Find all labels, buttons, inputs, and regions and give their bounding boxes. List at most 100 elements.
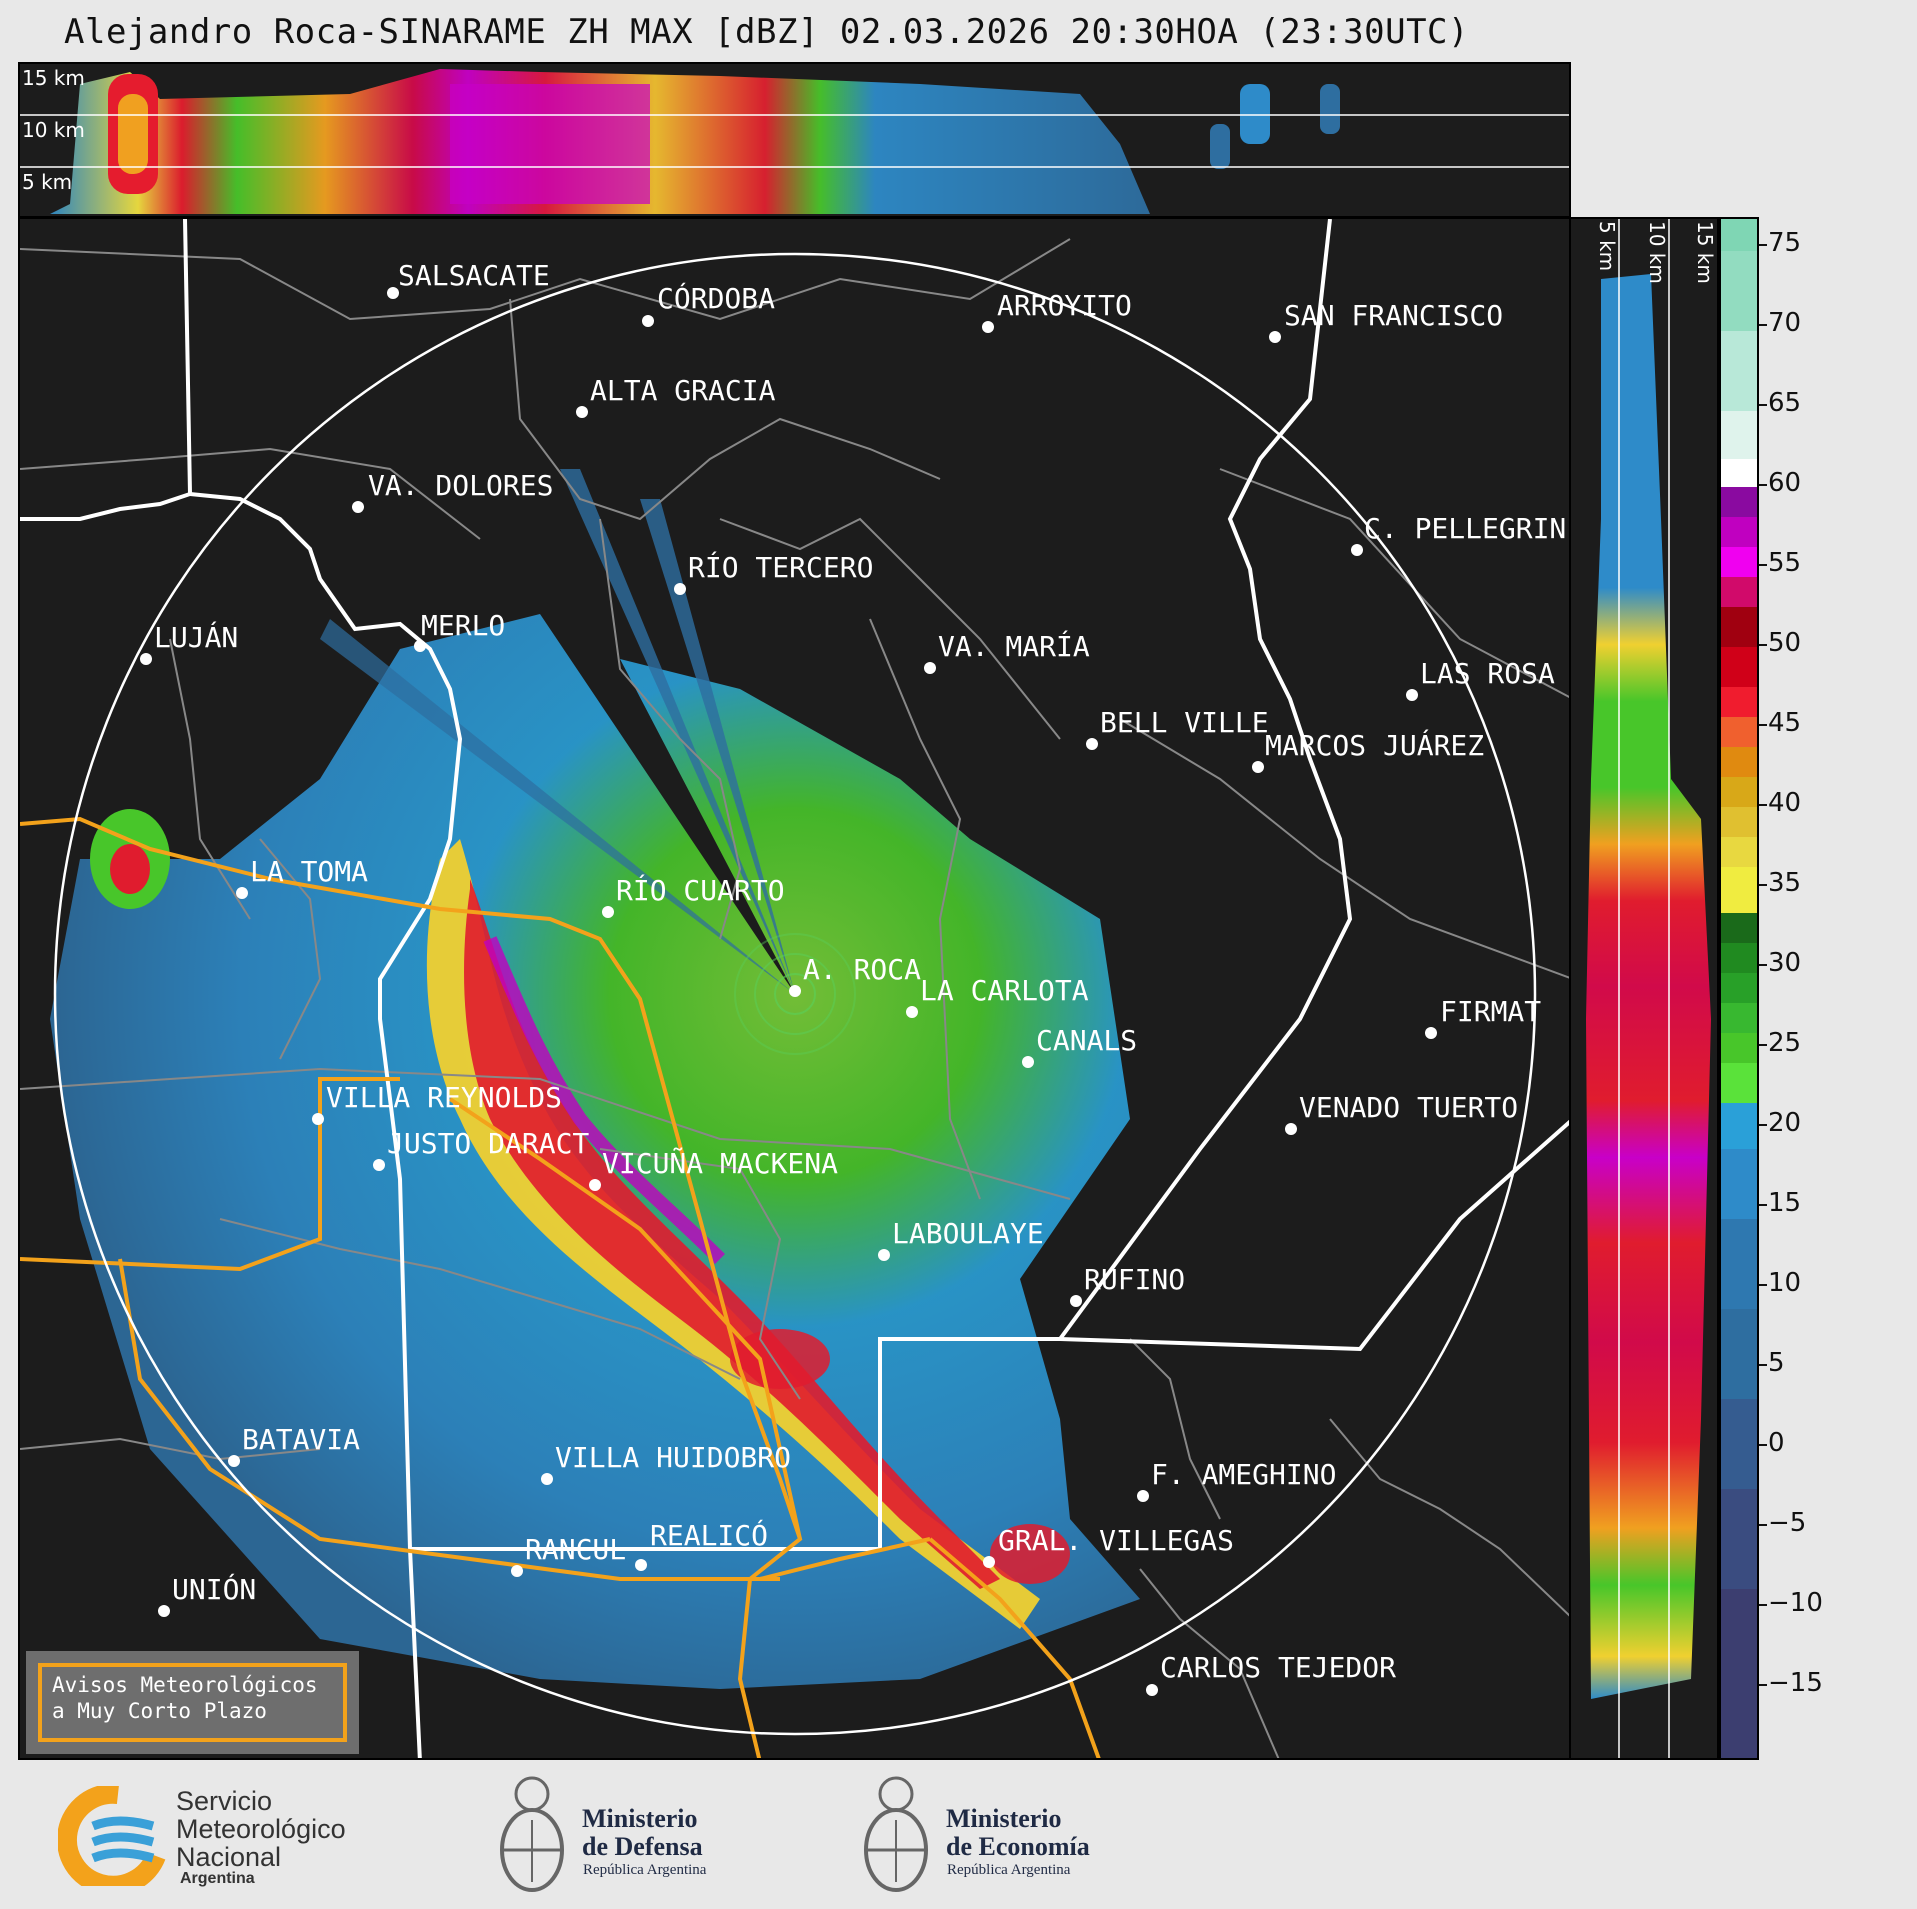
colorbar-tick-15: 15 — [1768, 1188, 1802, 1218]
top-height-label-10: 10 km — [22, 118, 85, 142]
department-borders — [20, 238, 1569, 1758]
smn-line-1: Servicio — [176, 1786, 273, 1816]
radar-map-panel[interactable]: SALSACATE CÓRDOBA ARROYITO SAN FRANCISCO… — [18, 217, 1571, 1760]
colorbar-swatches — [1721, 219, 1757, 1758]
national-coat-of-arms-icon — [864, 1776, 928, 1892]
city-dot[interactable] — [236, 887, 248, 899]
city-dot[interactable] — [158, 1605, 170, 1617]
city-dot[interactable] — [1146, 1684, 1158, 1696]
city-label-carlos-tejedor: CARLOS TEJEDOR — [1160, 1651, 1397, 1684]
province-boundaries — [20, 219, 1569, 1758]
city-dot[interactable] — [1425, 1027, 1437, 1039]
city-dot[interactable] — [576, 406, 588, 418]
city-dot[interactable] — [982, 321, 994, 333]
city-label-venado-tuerto: VENADO TUERTO — [1299, 1091, 1519, 1124]
city-dot[interactable] — [1285, 1123, 1297, 1135]
city-label-marcos-juarez: MARCOS JUÁREZ — [1265, 729, 1485, 762]
city-dot[interactable] — [602, 906, 614, 918]
radar-site-dot[interactable] — [789, 985, 801, 997]
city-dot[interactable] — [1269, 331, 1281, 343]
city-dot[interactable] — [228, 1455, 240, 1467]
city-label-bell-ville: BELL VILLE — [1100, 706, 1269, 739]
colorbar-tick-5: 5 — [1768, 1348, 1785, 1378]
city-dot[interactable] — [140, 653, 152, 665]
city-dot[interactable] — [541, 1473, 553, 1485]
top-height-profile-panel: 15 km 10 km 5 km — [18, 62, 1571, 218]
legend-line-1: Avisos Meteorológicos — [52, 1673, 318, 1697]
city-dot[interactable] — [312, 1113, 324, 1125]
city-label-villa-huidobro: VILLA HUIDOBRO — [555, 1441, 792, 1474]
radar-range-ring — [53, 252, 1537, 1736]
city-label-firmat: FIRMAT — [1440, 995, 1542, 1028]
colorbar-tick-50: 50 — [1768, 628, 1802, 658]
city-dot[interactable] — [642, 315, 654, 327]
side-profile-echoes — [1586, 219, 1711, 1758]
city-dot[interactable] — [1252, 761, 1264, 773]
city-dot[interactable] — [387, 287, 399, 299]
economia-line-1: Ministerio — [946, 1804, 1062, 1833]
city-label-rio-cuarto: RÍO CUARTO — [616, 874, 785, 907]
city-dot[interactable] — [352, 501, 364, 513]
city-dot[interactable] — [373, 1159, 385, 1171]
colorbar-tick-55: 55 — [1768, 548, 1802, 578]
city-label-rufino: RUFINO — [1084, 1263, 1186, 1296]
city-dot[interactable] — [674, 583, 686, 595]
city-label-c-pellegrini: C. PELLEGRINI — [1364, 512, 1571, 545]
city-label-vicuna-mackena: VICUÑA MACKENA — [602, 1147, 839, 1180]
defensa-line-3: República Argentina — [583, 1862, 707, 1878]
side-height-label-10: 10 km — [1645, 221, 1669, 284]
city-label-realico: REALICÓ — [650, 1519, 769, 1552]
defensa-line-2: de Defensa — [582, 1832, 703, 1861]
city-label-canals: CANALS — [1036, 1024, 1138, 1057]
city-dot[interactable] — [589, 1179, 601, 1191]
national-coat-of-arms-icon — [500, 1776, 564, 1892]
smn-line-4: Argentina — [180, 1870, 255, 1887]
city-label-laboulaye: LABOULAYE — [892, 1217, 1044, 1250]
smn-emblem-icon — [58, 1786, 166, 1886]
side-height-label-5: 5 km — [1595, 221, 1619, 272]
city-label-las-rosa: LAS ROSA — [1420, 657, 1555, 690]
colorbar-tick-45: 45 — [1768, 708, 1802, 738]
colorbar-tick-25: 25 — [1768, 1028, 1802, 1058]
colorbar-tick-minus15: −15 — [1768, 1668, 1823, 1698]
city-dot[interactable] — [983, 1556, 995, 1568]
city-dot[interactable] — [414, 640, 426, 652]
colorbar-tick-20: 20 — [1768, 1108, 1802, 1138]
defensa-line-1: Ministerio — [582, 1804, 698, 1833]
radar-map-svg — [20, 219, 1569, 1758]
city-dot[interactable] — [1351, 544, 1363, 556]
city-label-va-dolores: VA. DOLORES — [368, 469, 554, 502]
city-label-la-carlota: LA CARLOTA — [920, 974, 1089, 1007]
chart-title: Alejandro Roca-SINARAME ZH MAX [dBZ] 02.… — [64, 12, 1469, 52]
city-dot[interactable] — [1086, 738, 1098, 750]
city-label-san-francisco: SAN FRANCISCO — [1284, 299, 1504, 332]
city-label-batavia: BATAVIA — [242, 1423, 361, 1456]
city-dot[interactable] — [511, 1565, 523, 1577]
city-label-a-roca: A. ROCA — [803, 953, 922, 986]
city-dot[interactable] — [1137, 1490, 1149, 1502]
city-label-rancul: RANCUL — [525, 1533, 627, 1566]
economia-line-3: República Argentina — [947, 1862, 1071, 1878]
colorbar-tick-70: 70 — [1768, 308, 1802, 338]
city-dot[interactable] — [878, 1249, 890, 1261]
city-label-va-maria: VA. MARÍA — [938, 630, 1090, 663]
city-label-cordoba: CÓRDOBA — [657, 282, 776, 315]
city-label-gral-villegas: GRAL. VILLEGAS — [998, 1524, 1235, 1557]
top-height-label-5: 5 km — [22, 170, 73, 194]
city-dot[interactable] — [1022, 1056, 1034, 1068]
city-label-alta-gracia: ALTA GRACIA — [590, 374, 776, 407]
city-label-arroyito: ARROYITO — [997, 289, 1132, 322]
reflectivity-field — [50, 469, 1140, 1689]
colorbar-tick-minus10: −10 — [1768, 1588, 1823, 1618]
city-label-villa-reynolds: VILLA REYNOLDS — [326, 1081, 563, 1114]
city-dot[interactable] — [635, 1559, 647, 1571]
city-label-f-ameghino: F. AMEGHINO — [1151, 1458, 1337, 1491]
smn-line-3: Nacional — [176, 1842, 282, 1872]
city-dot[interactable] — [906, 1006, 918, 1018]
city-dot[interactable] — [1070, 1295, 1082, 1307]
city-dot[interactable] — [1406, 689, 1418, 701]
city-dot[interactable] — [924, 662, 936, 674]
city-label-la-toma: LA TOMA — [250, 855, 369, 888]
city-label-merlo: MERLO — [421, 609, 506, 642]
side-height-label-15: 15 km — [1693, 221, 1717, 284]
